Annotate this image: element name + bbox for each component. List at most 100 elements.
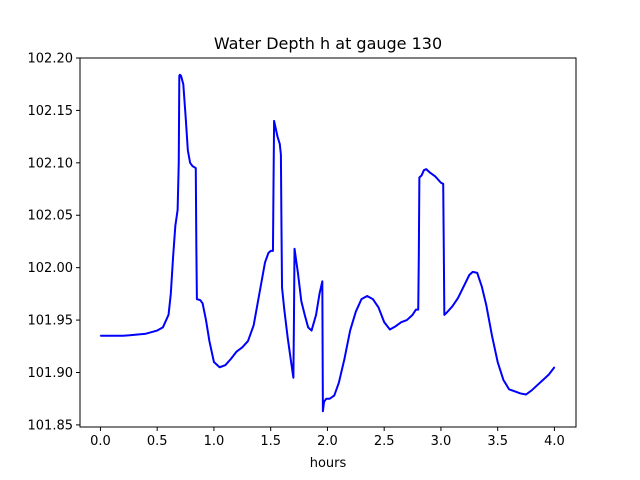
y-tick-label: 101.95 [28,314,74,329]
data-point [377,306,380,309]
x-tick-label: 1.0 [204,434,225,449]
data-point [208,340,210,342]
data-point [253,324,255,326]
y-axis-ticks: 101.85 101.90 101.95 102.00 102.05 102.10 102.… [28,52,80,433]
x-tick-label: 1.5 [260,434,281,449]
data-point [290,361,292,363]
y-tick-label: 102.05 [28,209,74,224]
data-point [443,246,445,248]
data-point [463,285,465,288]
data-point [199,299,201,301]
data-point [423,169,425,171]
data-point [179,74,181,76]
data-point [325,398,327,400]
data-point [542,379,544,381]
data-point [273,120,275,122]
y-tick-label: 102.00 [28,261,74,276]
data-point [333,394,335,397]
data-point [383,321,385,323]
data-point [224,364,226,366]
data-point [172,256,174,258]
data-point [329,398,331,400]
data-point [519,392,521,395]
data-point [428,171,431,173]
data-point [287,337,289,339]
data-point [415,308,417,311]
data-point [279,143,281,145]
data-point [230,358,232,360]
data-point [280,153,282,156]
data-point [196,298,198,300]
x-tick-label: 4.0 [544,434,565,449]
data-point [406,319,408,321]
data-point [525,393,527,396]
data-point [297,272,299,274]
data-point [293,248,296,250]
data-point [191,165,193,167]
y-tick-label: 101.90 [28,366,74,381]
data-point [418,176,420,179]
x-tick-label: 0.5 [147,434,168,449]
data-point [236,350,238,353]
data-point [187,149,189,151]
data-point [434,175,436,178]
data-point [548,373,550,376]
x-axis-label: hours [310,456,347,471]
data-point [425,168,427,170]
data-point [536,384,539,386]
data-point [481,285,483,288]
data-point [514,390,516,392]
data-point [322,410,324,412]
data-point [201,302,204,304]
data-point [421,174,423,177]
y-tick-label: 102.15 [28,104,74,119]
x-tick-label: 3.5 [487,434,508,449]
data-point [178,75,180,77]
data-point [502,379,504,381]
x-tick-label: 3.0 [431,434,452,449]
data-point [293,319,295,321]
data-point [443,314,445,316]
data-point [300,300,302,302]
data-point [267,252,270,254]
data-point [457,297,459,299]
data-point [323,401,325,403]
water-depth-series-points [99,74,556,412]
x-tick-label: 2.5 [374,434,395,449]
data-point [177,209,179,211]
data-point [418,256,420,258]
y-tick-label: 102.10 [28,156,74,171]
data-point [292,377,294,379]
data-point [258,293,260,295]
data-point [315,314,317,316]
data-point [178,162,180,164]
data-point [195,246,197,248]
data-point [195,167,197,169]
data-point [442,183,444,185]
data-point [304,314,306,316]
data-point [451,305,453,308]
data-point [411,314,414,316]
data-point [162,326,164,329]
data-point [446,312,448,314]
data-point [122,335,124,337]
data-point [281,286,283,289]
data-point [213,361,215,363]
y-tick-label: 101.85 [28,418,74,433]
data-point [182,83,184,85]
axes-frame [79,57,577,428]
data-point [167,314,170,316]
data-point [272,183,275,185]
data-point [272,250,274,252]
data-point [276,136,279,138]
x-tick-label: 2.0 [317,434,338,449]
data-point [184,115,187,117]
data-point [205,319,207,321]
data-point [318,293,321,295]
x-axis-ticks: 0.0 0.5 1.0 1.5 2.0 2.5 3.0 3.5 4.0 [90,427,565,449]
data-point [491,335,493,337]
data-point [366,295,368,297]
data-point [372,298,374,300]
data-point [497,361,499,363]
